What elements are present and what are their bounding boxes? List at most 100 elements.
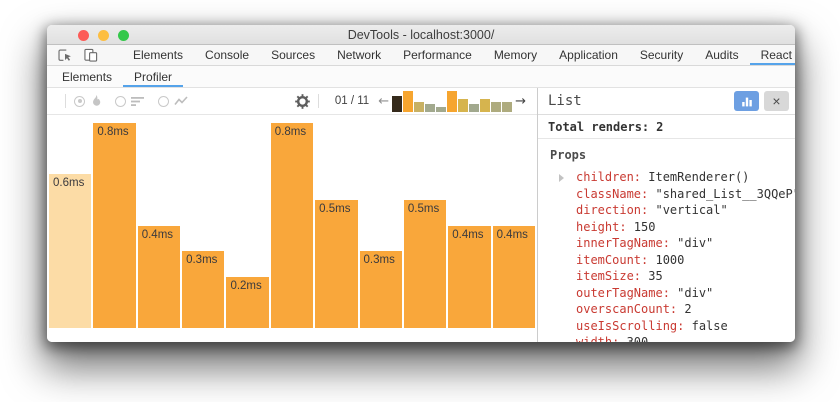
prop-value: "shared_List__3QQeP" [648,186,795,201]
previous-commit-button[interactable]: ← [375,95,392,108]
profiler-chart-pane: 01 / 11 ← → 0.6ms 0.8ms 0.4ms 0.3ms 0.2ms 0.8… [47,88,537,342]
commit-duration-bar[interactable]: 0.5ms [315,200,358,328]
close-window-button[interactable] [78,30,89,41]
prop-row[interactable]: overscanCount: 2 [550,301,795,318]
profiler-settings-button[interactable] [295,93,310,109]
commit-bar[interactable] [469,103,480,112]
prop-value: 300 [619,335,649,342]
devtools-window: DevTools - localhost:3000/ Elements Conso… [47,25,795,342]
gear-icon [295,93,310,109]
prop-row[interactable]: width: 300 [550,334,795,342]
toolbar-separator [65,94,66,108]
commit-duration-bar[interactable]: 0.8ms [270,123,314,328]
props-section: Props children: ItemRenderer() className:… [538,139,795,342]
prop-key: width: [576,335,620,342]
tab-memory[interactable]: Memory [493,48,538,62]
commit-duration-bar[interactable]: 0.2ms [226,277,269,328]
prop-key: overscanCount: [576,302,678,316]
commit-duration-bar[interactable]: 0.3ms [359,251,402,328]
commit-bar[interactable] [414,101,425,112]
prop-key: itemSize: [576,269,642,283]
next-commit-button[interactable]: → [512,95,529,108]
commit-bar[interactable] [447,90,458,112]
prop-row[interactable]: innerTagName: "div" [550,235,795,252]
tab-network[interactable]: Network [337,48,382,62]
commit-duration-bar[interactable]: 0.5ms [403,200,447,328]
selected-component-name: List [548,93,582,109]
device-toolbar-button[interactable] [78,45,104,65]
ranked-mode-button[interactable] [115,95,145,107]
bar-chart-icon [741,97,752,106]
bar-duration-label: 0.4ms [452,229,484,241]
tab-performance[interactable]: Performance [403,48,472,62]
commit-bar[interactable] [491,101,502,112]
tab-audits[interactable]: Audits [705,48,739,62]
expand-arrow-icon[interactable] [559,173,564,182]
prop-key: height: [576,219,627,234]
bar-duration-label: 0.2ms [230,280,262,292]
prop-key: innerTagName: [576,236,670,250]
traffic-lights [78,30,129,41]
bar-duration-label: 0.6ms [53,177,85,189]
devtools-tabbar: Elements Console Sources Network Performance… [47,45,795,66]
prop-value: 1000 [648,252,685,267]
prop-row[interactable]: itemSize: 35 [550,268,795,285]
tab-elements[interactable]: Elements [133,48,184,62]
prop-value: 35 [641,269,663,283]
commit-bar[interactable] [502,101,513,112]
close-details-button[interactable]: × [764,91,789,111]
prop-row[interactable]: itemCount: 1000 [550,252,795,269]
react-subtab-elements[interactable]: Elements [62,69,113,84]
bar-duration-label: 0.3ms [186,254,218,266]
flamegraph-mode-button[interactable] [74,94,102,108]
commit-duration-bar[interactable]: 0.8ms [93,123,136,328]
inspect-element-button[interactable] [52,45,78,65]
prop-key: useIsScrolling: [576,318,685,333]
prop-key: children: [576,170,642,184]
bar-duration-label: 0.5ms [319,203,351,215]
bar-duration-label: 0.3ms [363,254,395,266]
prop-value: ItemRenderer() [641,170,750,184]
prop-key: outerTagName: [576,285,670,300]
commit-bar[interactable] [480,98,491,112]
commit-bar[interactable] [425,103,436,112]
commit-duration-bar[interactable]: 0.4ms [492,226,535,328]
prop-row[interactable]: outerTagName: "div" [550,285,795,302]
commit-selector-minimap[interactable] [392,90,513,112]
commit-duration-bar[interactable]: 0.6ms [49,174,92,328]
minimize-window-button[interactable] [98,30,109,41]
commit-duration-bar[interactable]: 0.3ms [182,251,225,328]
commit-duration-bar[interactable]: 0.4ms [448,226,491,328]
total-renders-value: 2 [656,120,664,134]
prop-row[interactable]: className: "shared_List__3QQeP" [550,186,795,203]
interactions-mode-button[interactable] [158,95,188,107]
component-chart-toggle-button[interactable] [734,91,759,111]
prop-row[interactable]: children: ItemRenderer() [550,169,795,186]
details-panel-header: List × [538,88,795,115]
prop-value: 150 [626,219,656,234]
react-panel-tabbar: Elements Profiler [47,66,795,88]
props-header: Props [550,148,587,162]
commit-duration-bar[interactable]: 0.4ms [137,226,181,328]
tab-application[interactable]: Application [559,48,618,62]
inspect-cursor-icon [58,48,71,61]
titlebar[interactable]: DevTools - localhost:3000/ [47,25,795,45]
react-profiler-content: 01 / 11 ← → 0.6ms 0.8ms 0.4ms 0.3ms 0.2ms 0.8… [47,88,795,342]
commit-bar[interactable] [403,90,414,112]
prop-row[interactable]: height: 150 [550,219,795,236]
prop-row[interactable]: direction: "vertical" [550,202,795,219]
window-title: DevTools - localhost:3000/ [347,27,495,42]
tab-sources[interactable]: Sources [271,48,316,62]
react-subtab-profiler[interactable]: Profiler [123,66,183,87]
zoom-window-button[interactable] [118,30,129,41]
flame-icon [93,94,101,106]
commit-bar[interactable] [436,106,447,112]
prop-row[interactable]: useIsScrolling: false [550,318,795,335]
commit-bar[interactable] [458,98,469,112]
tab-react[interactable]: React [750,45,795,65]
commit-bar[interactable] [392,95,403,112]
prop-value: "div" [669,236,714,250]
bar-duration-label: 0.5ms [407,203,440,215]
tab-console[interactable]: Console [205,48,250,62]
tab-security[interactable]: Security [639,48,684,62]
